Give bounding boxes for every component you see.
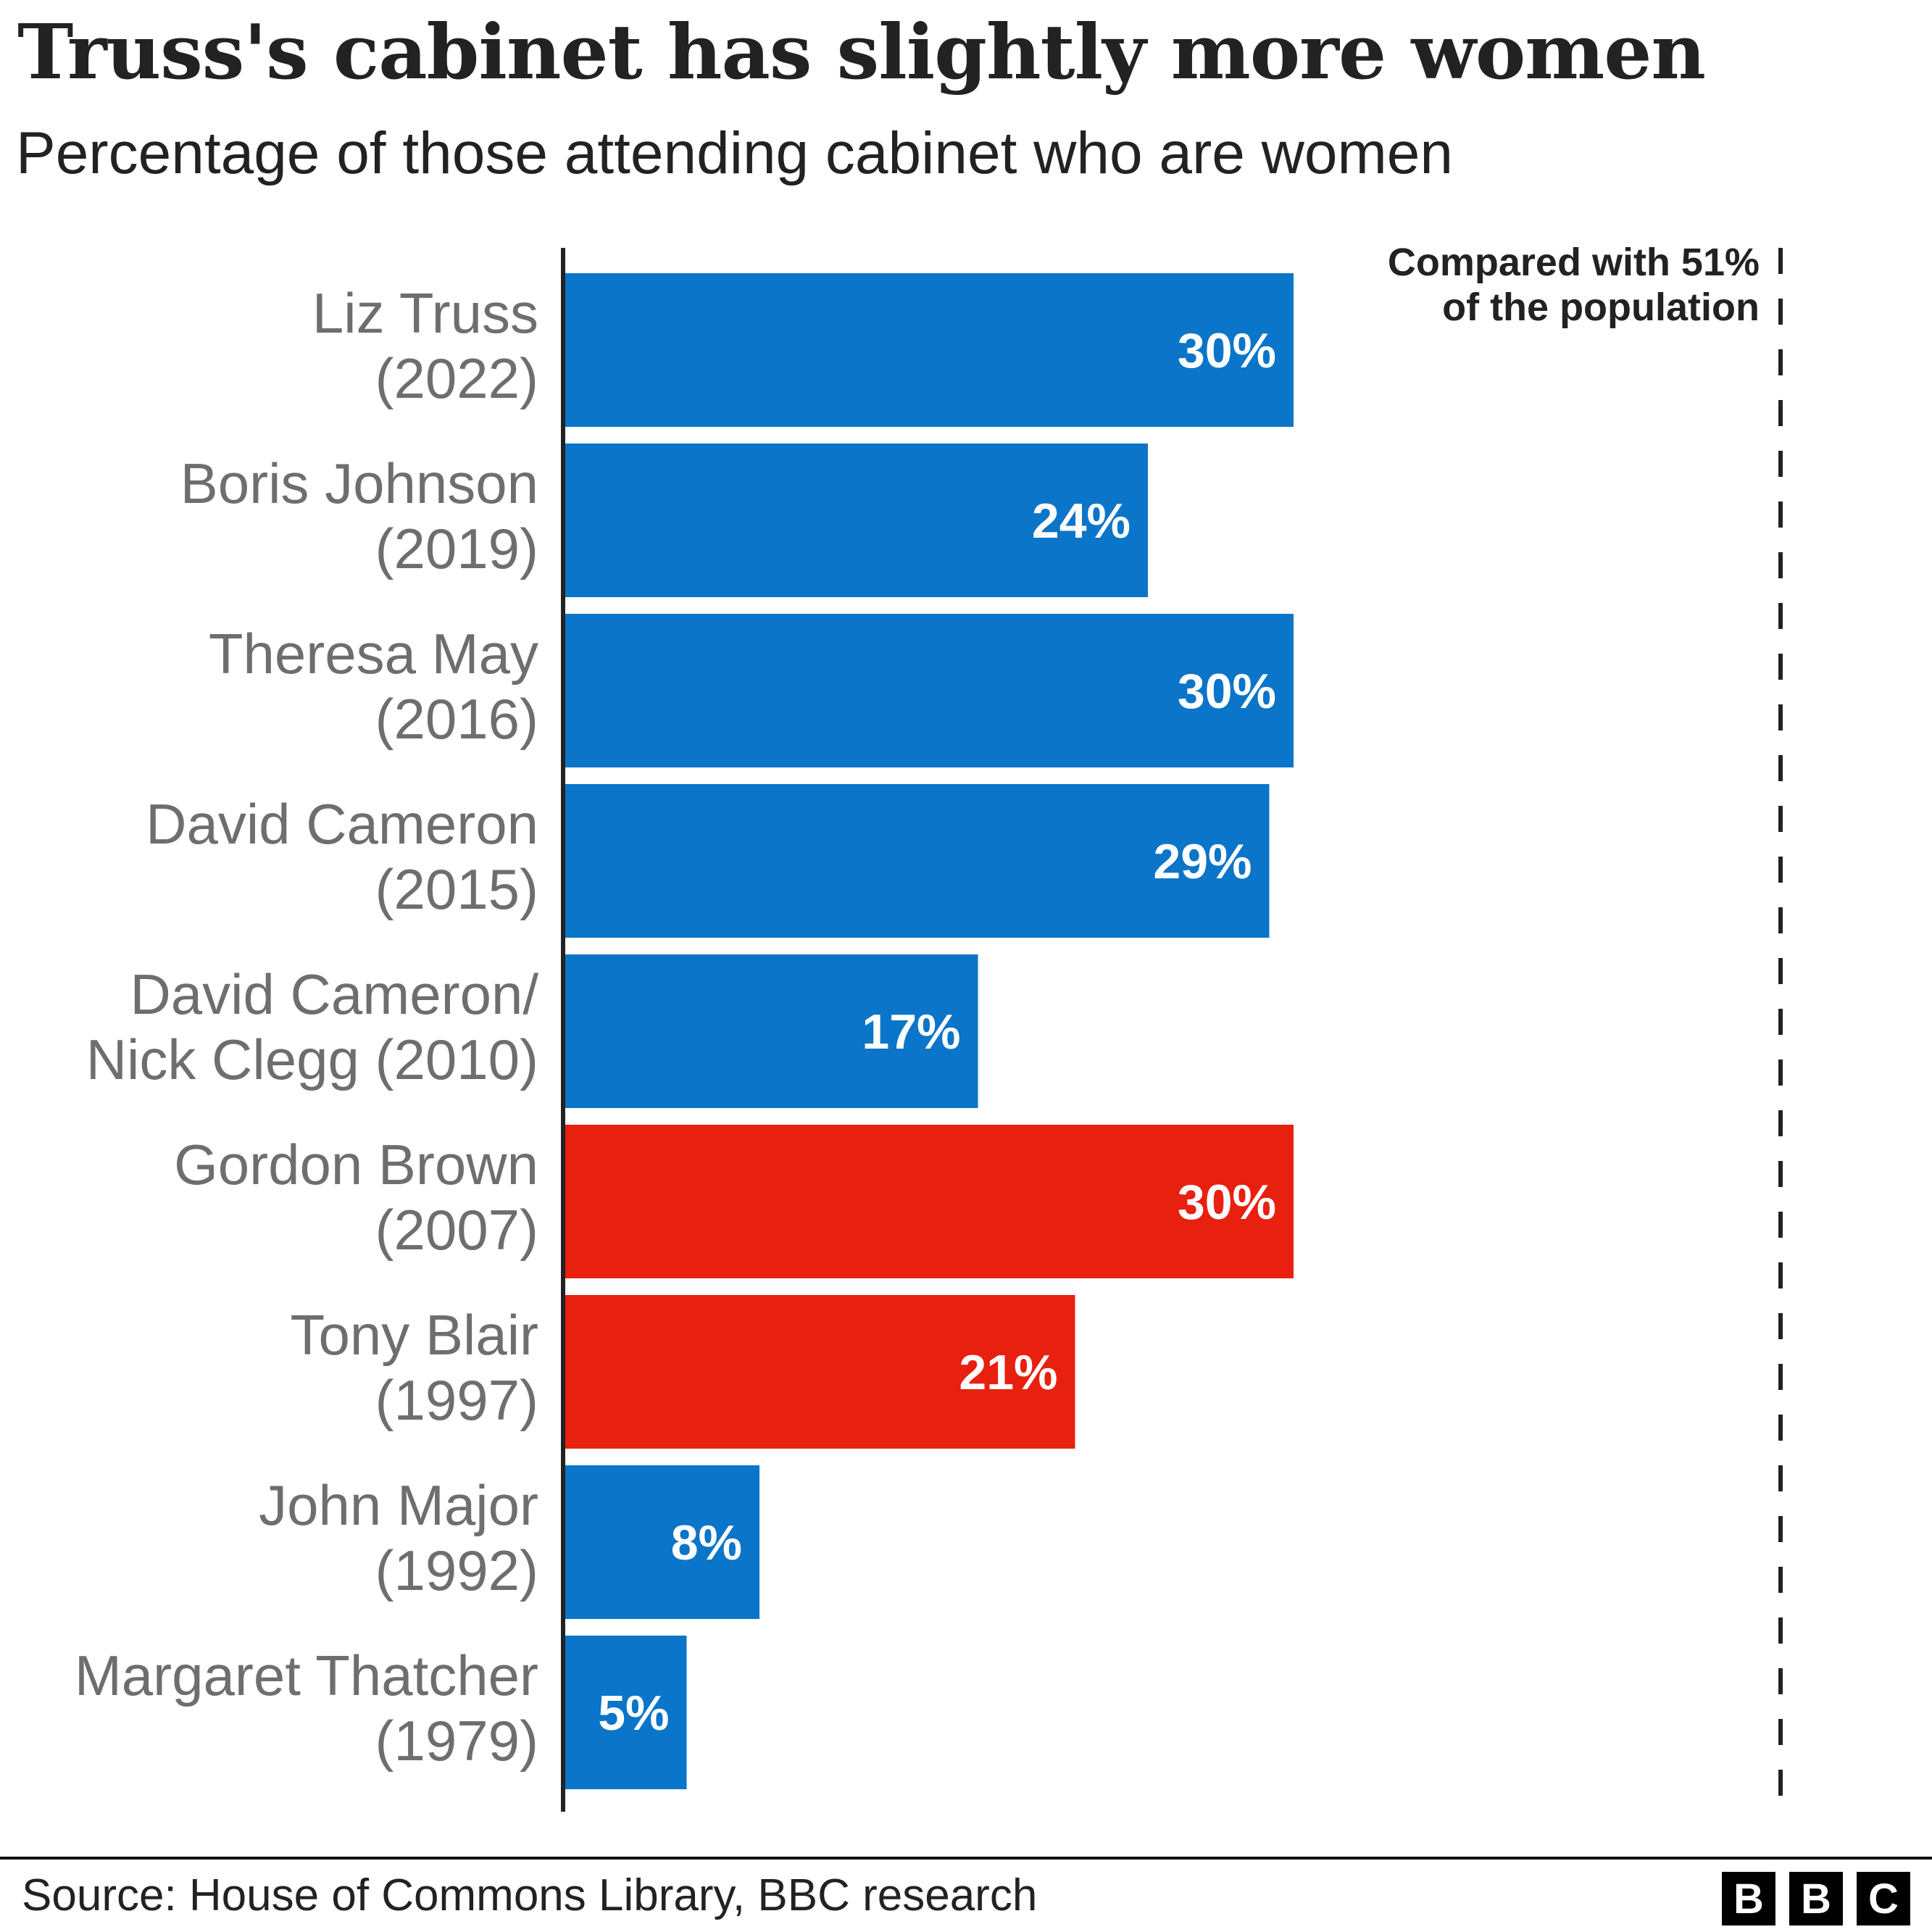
value-label: 30% <box>1178 1175 1276 1230</box>
bar-chart: 30% Liz Truss(2022) 24% Boris Johnson(2019)… <box>75 241 1783 1812</box>
category-label: (1997) <box>375 1368 538 1432</box>
value-label: 29% <box>1153 834 1252 889</box>
value-label: 21% <box>959 1345 1057 1400</box>
reference-label: Compared with 51% <box>1388 241 1760 284</box>
value-label: 30% <box>1178 664 1276 719</box>
source-note: Source: House of Commons Library, BBC re… <box>22 1870 1038 1920</box>
value-label: 5% <box>598 1686 669 1741</box>
bar <box>565 273 1294 427</box>
category-label: Tony Blair <box>291 1303 538 1367</box>
category-label: (2015) <box>375 857 538 921</box>
bbc-logo-b1: B <box>1722 1872 1775 1925</box>
category-label: (2007) <box>375 1198 538 1262</box>
reference-label: of the population <box>1442 286 1760 329</box>
category-label: David Cameron <box>146 792 538 856</box>
bar <box>565 1125 1294 1278</box>
chart-title: Truss's cabinet has slightly more women <box>17 7 1706 96</box>
category-label: David Cameron/ <box>130 962 538 1026</box>
category-label: (2019) <box>375 517 538 580</box>
category-label: Nick Clegg (2010) <box>86 1028 538 1091</box>
bar <box>565 954 978 1108</box>
category-label: John Major <box>259 1473 538 1537</box>
bbc-logo-b2: B <box>1789 1872 1843 1925</box>
value-label: 8% <box>671 1515 742 1570</box>
category-label: Boris Johnson <box>180 451 538 515</box>
value-label: 30% <box>1178 323 1276 378</box>
value-label: 17% <box>862 1004 960 1059</box>
bar <box>565 784 1270 938</box>
category-label: Theresa May <box>209 622 538 686</box>
category-label: Gordon Brown <box>174 1133 538 1196</box>
bar <box>565 1636 687 1789</box>
category-label: Margaret Thatcher <box>75 1644 538 1707</box>
bar <box>565 1295 1075 1449</box>
category-label: (1992) <box>375 1538 538 1602</box>
footer-divider <box>0 1857 1932 1860</box>
bar <box>565 614 1294 767</box>
bar <box>565 1465 759 1619</box>
value-label: 24% <box>1032 494 1131 549</box>
category-label: (2016) <box>375 687 538 751</box>
bar <box>565 444 1148 597</box>
bbc-logo-c: C <box>1857 1872 1910 1925</box>
chart-subtitle: Percentage of those attending cabinet wh… <box>16 120 1453 186</box>
category-label: (2022) <box>375 346 538 410</box>
category-label: Liz Truss <box>312 281 538 345</box>
category-label: (1979) <box>375 1709 538 1773</box>
